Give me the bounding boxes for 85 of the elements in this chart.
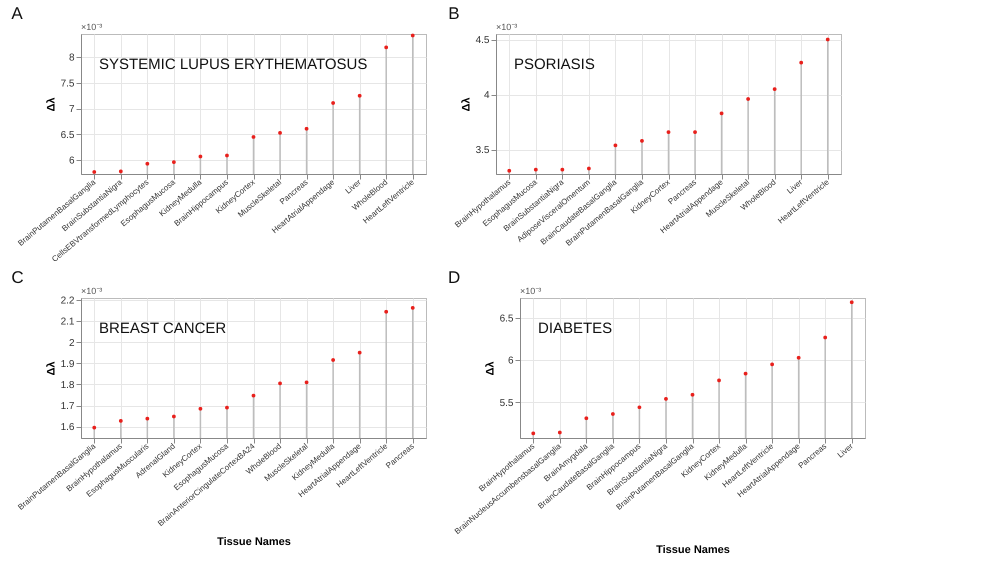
point [584,416,588,420]
text: BREAST CANCER [99,320,226,337]
point [558,430,562,434]
text: ×10⁻³ [496,22,518,32]
point [640,139,644,143]
point [225,406,229,410]
point [799,60,804,65]
point [358,350,362,354]
point [278,130,282,135]
y-tick-label: 8 [68,52,75,64]
text: ×10⁻³ [81,286,102,296]
y-tick-label: 5.5 [500,398,514,409]
y-tick-label: 1.8 [60,380,75,391]
y-tick-label: 3.5 [476,145,490,156]
y-tick-label: 1.9 [60,358,75,370]
point [823,336,828,340]
point [614,143,618,148]
y-axis-title: Δλ [46,97,58,112]
point [746,97,750,101]
point [531,432,536,436]
point [744,372,748,376]
text: SYSTEMIC LUPUS ERYTHEMATOSUS [99,56,368,73]
point [252,394,256,398]
y-tick-label: 7.5 [60,78,75,90]
y-tick-label: 2 [68,338,75,349]
point [587,166,591,170]
point [92,426,96,430]
point [331,358,335,362]
point [145,416,150,420]
y-tick-label: 4.5 [476,35,490,46]
y-tick-label: 2.1 [60,316,75,328]
text: C [11,268,24,287]
point [611,412,615,416]
y-tick-label: 1.6 [60,422,75,434]
point [717,378,721,382]
y-tick-label: 6 [68,156,75,167]
point [720,112,724,116]
point [145,162,150,166]
text: DIABETES [538,320,612,337]
point [358,94,362,98]
y-tick-label: 7 [68,104,75,116]
x-axis-title: Tissue Names [217,536,291,548]
y-tick-label: 6 [508,356,514,367]
point [770,362,774,366]
point [198,154,202,158]
point [534,168,538,172]
text: A [11,4,24,23]
text: ×10⁻³ [520,286,542,296]
y-tick-label: 6.5 [500,314,514,325]
point [225,154,229,158]
point [384,310,388,314]
point [796,356,801,360]
y-tick-label: 1.7 [60,401,75,412]
y-tick-label: 4 [484,90,490,102]
point [278,382,282,386]
text: B [448,4,460,23]
text: D [448,268,460,287]
point [172,160,176,164]
x-axis-title: Tissue Names [656,544,730,556]
point [198,406,202,411]
y-tick-label: 2.2 [60,296,75,307]
point [666,130,670,134]
point [690,392,694,397]
point [331,101,335,105]
text: ×10⁻³ [81,22,102,32]
point [384,46,388,50]
point [118,419,123,423]
point [304,380,308,384]
point [172,414,176,418]
point [693,130,697,134]
y-tick-label: 6.5 [60,130,75,141]
y-axis-title: Δλ [460,97,473,112]
y-axis-title: Δλ [484,361,497,376]
y-axis-title: Δλ [46,361,58,376]
point [252,135,256,139]
point [850,300,854,304]
point [410,306,415,310]
point [826,38,830,42]
point [638,405,642,410]
point [664,397,668,401]
point [410,34,415,38]
point [772,87,777,91]
text: PSORIASIS [514,56,595,73]
point [560,168,564,172]
point [304,126,308,131]
